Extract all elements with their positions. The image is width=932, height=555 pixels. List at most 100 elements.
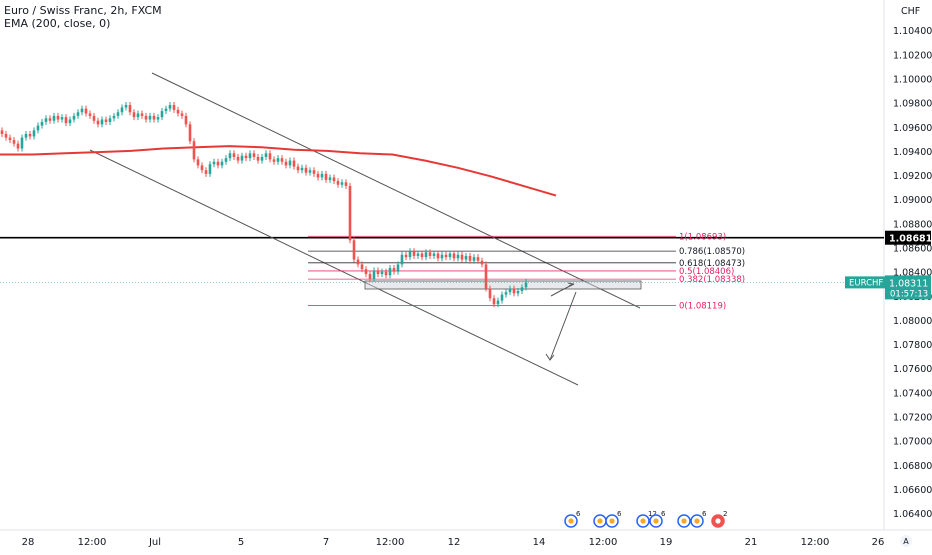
fib-level-label: 1(1.08693) — [679, 232, 726, 242]
candle-body — [272, 159, 276, 162]
channel-lower-line[interactable] — [89, 149, 579, 386]
candle-body — [436, 253, 440, 259]
candle-body — [40, 121, 44, 126]
event-dot — [597, 518, 603, 524]
candle-body — [168, 105, 172, 109]
candle-body — [412, 251, 416, 256]
candle-body — [36, 125, 40, 131]
candle-body — [124, 105, 128, 108]
projection-arrow-down[interactable] — [549, 291, 577, 361]
candle-body — [208, 164, 212, 174]
candle-body — [112, 115, 116, 119]
event-dot — [609, 518, 615, 524]
candle-body — [316, 173, 320, 178]
candle-body — [68, 119, 72, 124]
symbol-tag-bg[interactable] — [845, 276, 885, 289]
event-dot — [681, 518, 687, 524]
candle-body — [264, 153, 268, 157]
candle-body — [224, 158, 228, 162]
candle-body — [472, 257, 476, 261]
candle-body — [128, 105, 132, 113]
candle-body — [96, 120, 100, 125]
ema-200-line — [0, 145, 557, 197]
price-tick-label: 1.09600 — [893, 123, 932, 134]
candle-body — [356, 259, 360, 265]
candle-body — [92, 115, 96, 121]
candle-body — [236, 156, 240, 161]
price-tick-label: 1.08400 — [893, 268, 932, 279]
projection-arrowhead-up — [567, 282, 575, 287]
candle-body — [228, 153, 232, 159]
price-tick-label: 1.09200 — [893, 171, 932, 182]
candle-body — [308, 170, 312, 173]
horizontal-level-label: 1.08681 — [889, 234, 932, 245]
price-tick-label: 1.10200 — [893, 50, 932, 61]
candle-body — [508, 288, 512, 293]
price-tick-label: 1.07400 — [893, 388, 932, 399]
candle-body — [212, 161, 216, 165]
candle-body — [488, 288, 492, 299]
candle-body — [232, 153, 236, 157]
time-tick-label: 19 — [660, 537, 673, 548]
time-tick-label: 21 — [745, 537, 758, 548]
candle-body — [180, 113, 184, 116]
last-price-label: 1.08311 — [889, 278, 928, 289]
candle-body — [328, 177, 332, 180]
auto-scale-label: A — [903, 537, 909, 546]
symbol-tag: EURCHF — [849, 278, 883, 288]
time-tick-label: 5 — [238, 537, 244, 548]
candle-body — [172, 105, 176, 110]
candle-body — [184, 115, 188, 125]
event-dot — [640, 518, 646, 524]
candle-body — [324, 173, 328, 180]
event-count: 2 — [723, 510, 727, 518]
candle-body — [160, 111, 164, 118]
candle-body — [8, 137, 12, 141]
candle-body — [72, 115, 76, 120]
price-tick-label: 1.07200 — [893, 413, 932, 424]
fib-level-label: 0.618(1.08473) — [679, 259, 745, 269]
candle-body — [296, 166, 300, 171]
candle-body — [24, 134, 28, 138]
event-count: 6 — [617, 510, 622, 518]
candle-body — [196, 159, 200, 166]
time-tick-label: 12:00 — [801, 537, 830, 548]
time-tick-label: 14 — [533, 537, 546, 548]
candle-body — [204, 170, 208, 174]
candle-body — [152, 115, 156, 120]
candle-body — [188, 124, 192, 142]
channel-upper-line[interactable] — [151, 72, 641, 309]
candle-body — [120, 107, 124, 113]
candle-body — [444, 254, 448, 258]
candle-body — [144, 115, 148, 120]
candle-body — [256, 156, 260, 161]
fib-level-label: 0(1.08119) — [679, 302, 726, 312]
candle-body — [396, 264, 400, 272]
candle-body — [332, 177, 336, 182]
candle-body — [32, 130, 36, 137]
price-tick-label: 1.08000 — [893, 316, 932, 327]
candle-body — [496, 300, 500, 305]
candle-body — [384, 271, 388, 276]
auto-scale-button[interactable] — [900, 535, 912, 547]
support-zone-rect[interactable] — [364, 280, 642, 290]
candle-body — [276, 158, 280, 162]
candle-body — [252, 153, 256, 157]
candle-body — [360, 264, 364, 270]
fib-level-label: 0.5(1.08406) — [679, 267, 734, 277]
candle-body — [492, 298, 496, 305]
candle-body — [364, 269, 368, 275]
price-tick-label: 1.10400 — [893, 26, 932, 37]
candle-body — [432, 253, 436, 256]
candle-body — [80, 108, 84, 113]
candle-body — [480, 260, 484, 265]
time-tick-label: 7 — [323, 537, 329, 548]
candle-body — [0, 130, 4, 135]
candle-body — [520, 287, 524, 291]
candle-body — [44, 118, 48, 122]
candle-body — [336, 181, 340, 185]
candle-body — [164, 108, 168, 112]
candle-body — [376, 270, 380, 275]
